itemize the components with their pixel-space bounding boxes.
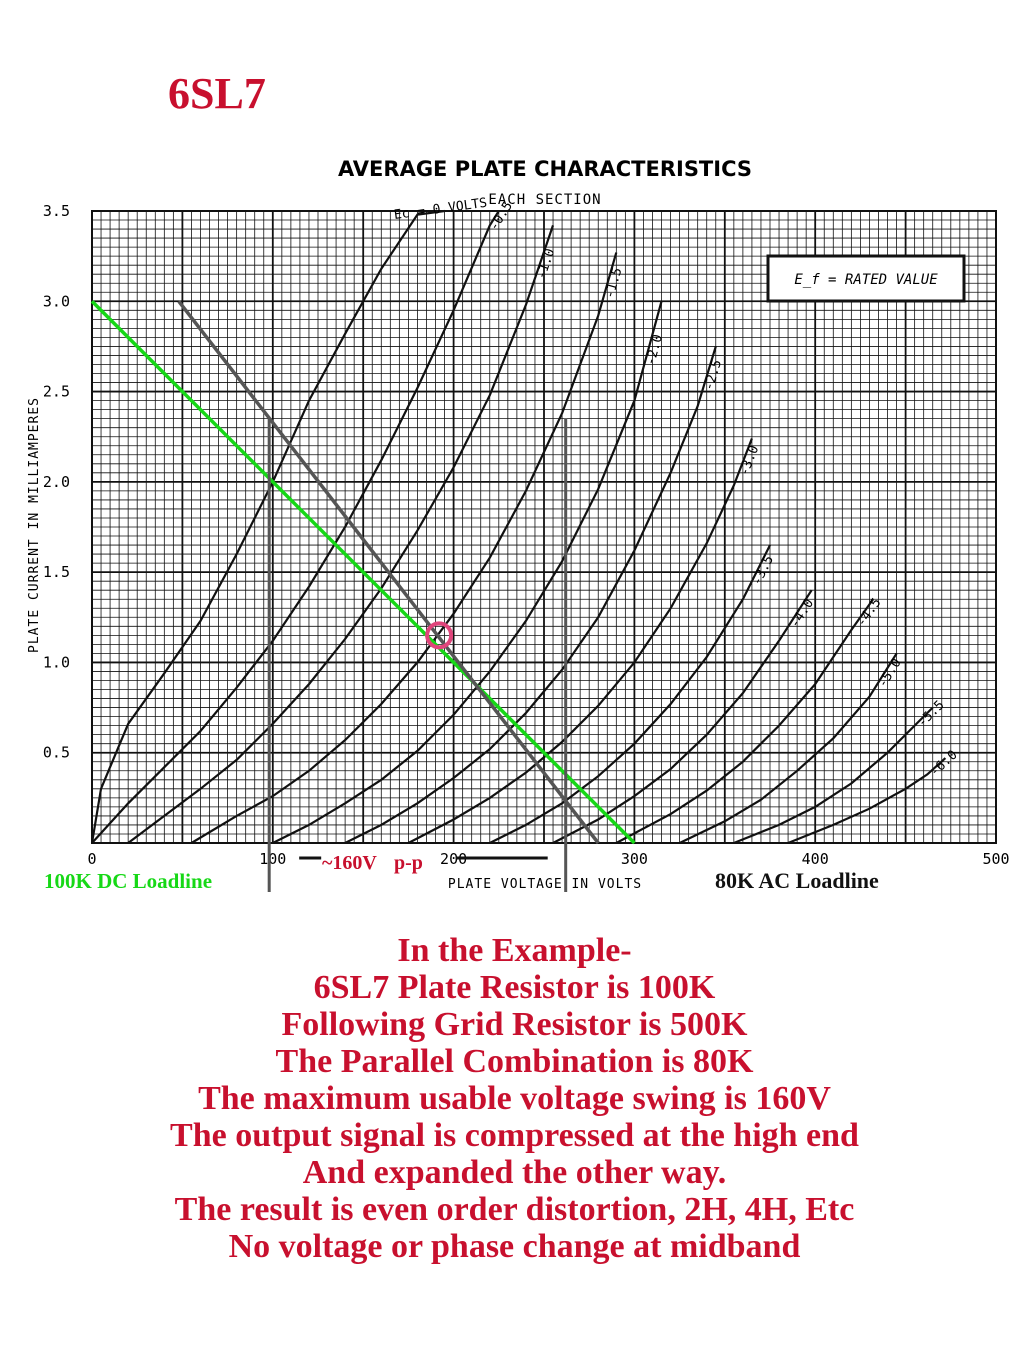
y-tick-label: 2.0: [43, 473, 70, 491]
axis-ticks: 0 100 200 300 400 500 0.5 1.0 1.5 2.0 2.5 3.0 3.5: [43, 202, 1010, 868]
plate-curves: [90, 209, 947, 845]
x-tick-label: 500: [982, 850, 1009, 868]
x-tick-label: 100: [259, 850, 286, 868]
plate-curve: [91, 210, 500, 844]
plate-characteristics-chart: AVERAGE PLATE CHARACTERISTICS EACH SECTI…: [27, 157, 1010, 893]
chart-subtitle: EACH SECTION: [488, 192, 601, 208]
x-axis-label: PLATE VOLTAGE IN VOLTS: [448, 877, 642, 892]
plate-curve: [190, 252, 618, 844]
y-tick-label: 0.5: [43, 744, 70, 762]
plate-curve: [407, 438, 753, 844]
ac-loadline-label: 80K AC Loadline: [715, 868, 879, 893]
plate-curve: [552, 589, 813, 844]
plate-curve: [344, 346, 717, 844]
legend-box: E_f = RATED VALUE: [766, 254, 966, 303]
plate-curve: [127, 225, 555, 844]
note-line: 6SL7 Plate Resistor is 100K: [313, 969, 716, 1006]
loadlines: [90, 300, 636, 845]
chart-title: AVERAGE PLATE CHARACTERISTICS: [338, 157, 752, 181]
note-line: The maximum usable voltage swing is 160V: [198, 1080, 831, 1117]
chart-grid: [91, 210, 997, 844]
x-tick-label: 200: [440, 850, 467, 868]
y-tick-label: 1.0: [43, 653, 70, 671]
swing-label: ~160V: [322, 852, 377, 874]
x-tick-label: 0: [87, 850, 96, 868]
note-line: No voltage or phase change at midband: [228, 1228, 801, 1265]
plate-curve: [272, 301, 663, 844]
x-tick-label: 400: [802, 850, 829, 868]
note-line: Following Grid Resistor is 500K: [281, 1006, 748, 1043]
legend-box-text: E_f = RATED VALUE: [794, 272, 938, 288]
y-axis-label: PLATE CURRENT IN MILLIAMPERES: [27, 397, 42, 653]
note-line: The Parallel Combination is 80K: [275, 1043, 754, 1080]
note-line: In the Example-: [397, 932, 632, 969]
plate-curve: [733, 706, 934, 845]
loadline: [177, 300, 600, 845]
loadline: [90, 300, 636, 845]
plate-curve: [787, 757, 947, 845]
y-tick-label: 3.0: [43, 292, 70, 310]
plate-curve: [615, 598, 874, 844]
x-tick-label: 300: [621, 850, 648, 868]
y-tick-label: 3.5: [43, 202, 70, 220]
y-tick-label: 1.5: [43, 563, 70, 581]
swing-label-suffix: p-p: [394, 852, 423, 874]
plate-curve: [679, 652, 898, 844]
note-line: The result is even order distortion, 2H,…: [174, 1191, 855, 1228]
example-notes: In the Example- 6SL7 Plate Resistor is 1…: [0, 932, 1029, 1265]
q-point-marker: [425, 621, 454, 650]
plate-curve: [489, 544, 771, 844]
y-tick-label: 2.5: [43, 383, 70, 401]
note-line: The output signal is compressed at the h…: [170, 1117, 859, 1154]
tube-title: 6SL7: [168, 69, 266, 118]
dc-loadline-label: 100K DC Loadline: [44, 869, 212, 893]
voltage-swing-markers: [267, 418, 568, 892]
plate-curve: [90, 209, 445, 844]
note-line: And expanded the other way.: [302, 1154, 727, 1191]
